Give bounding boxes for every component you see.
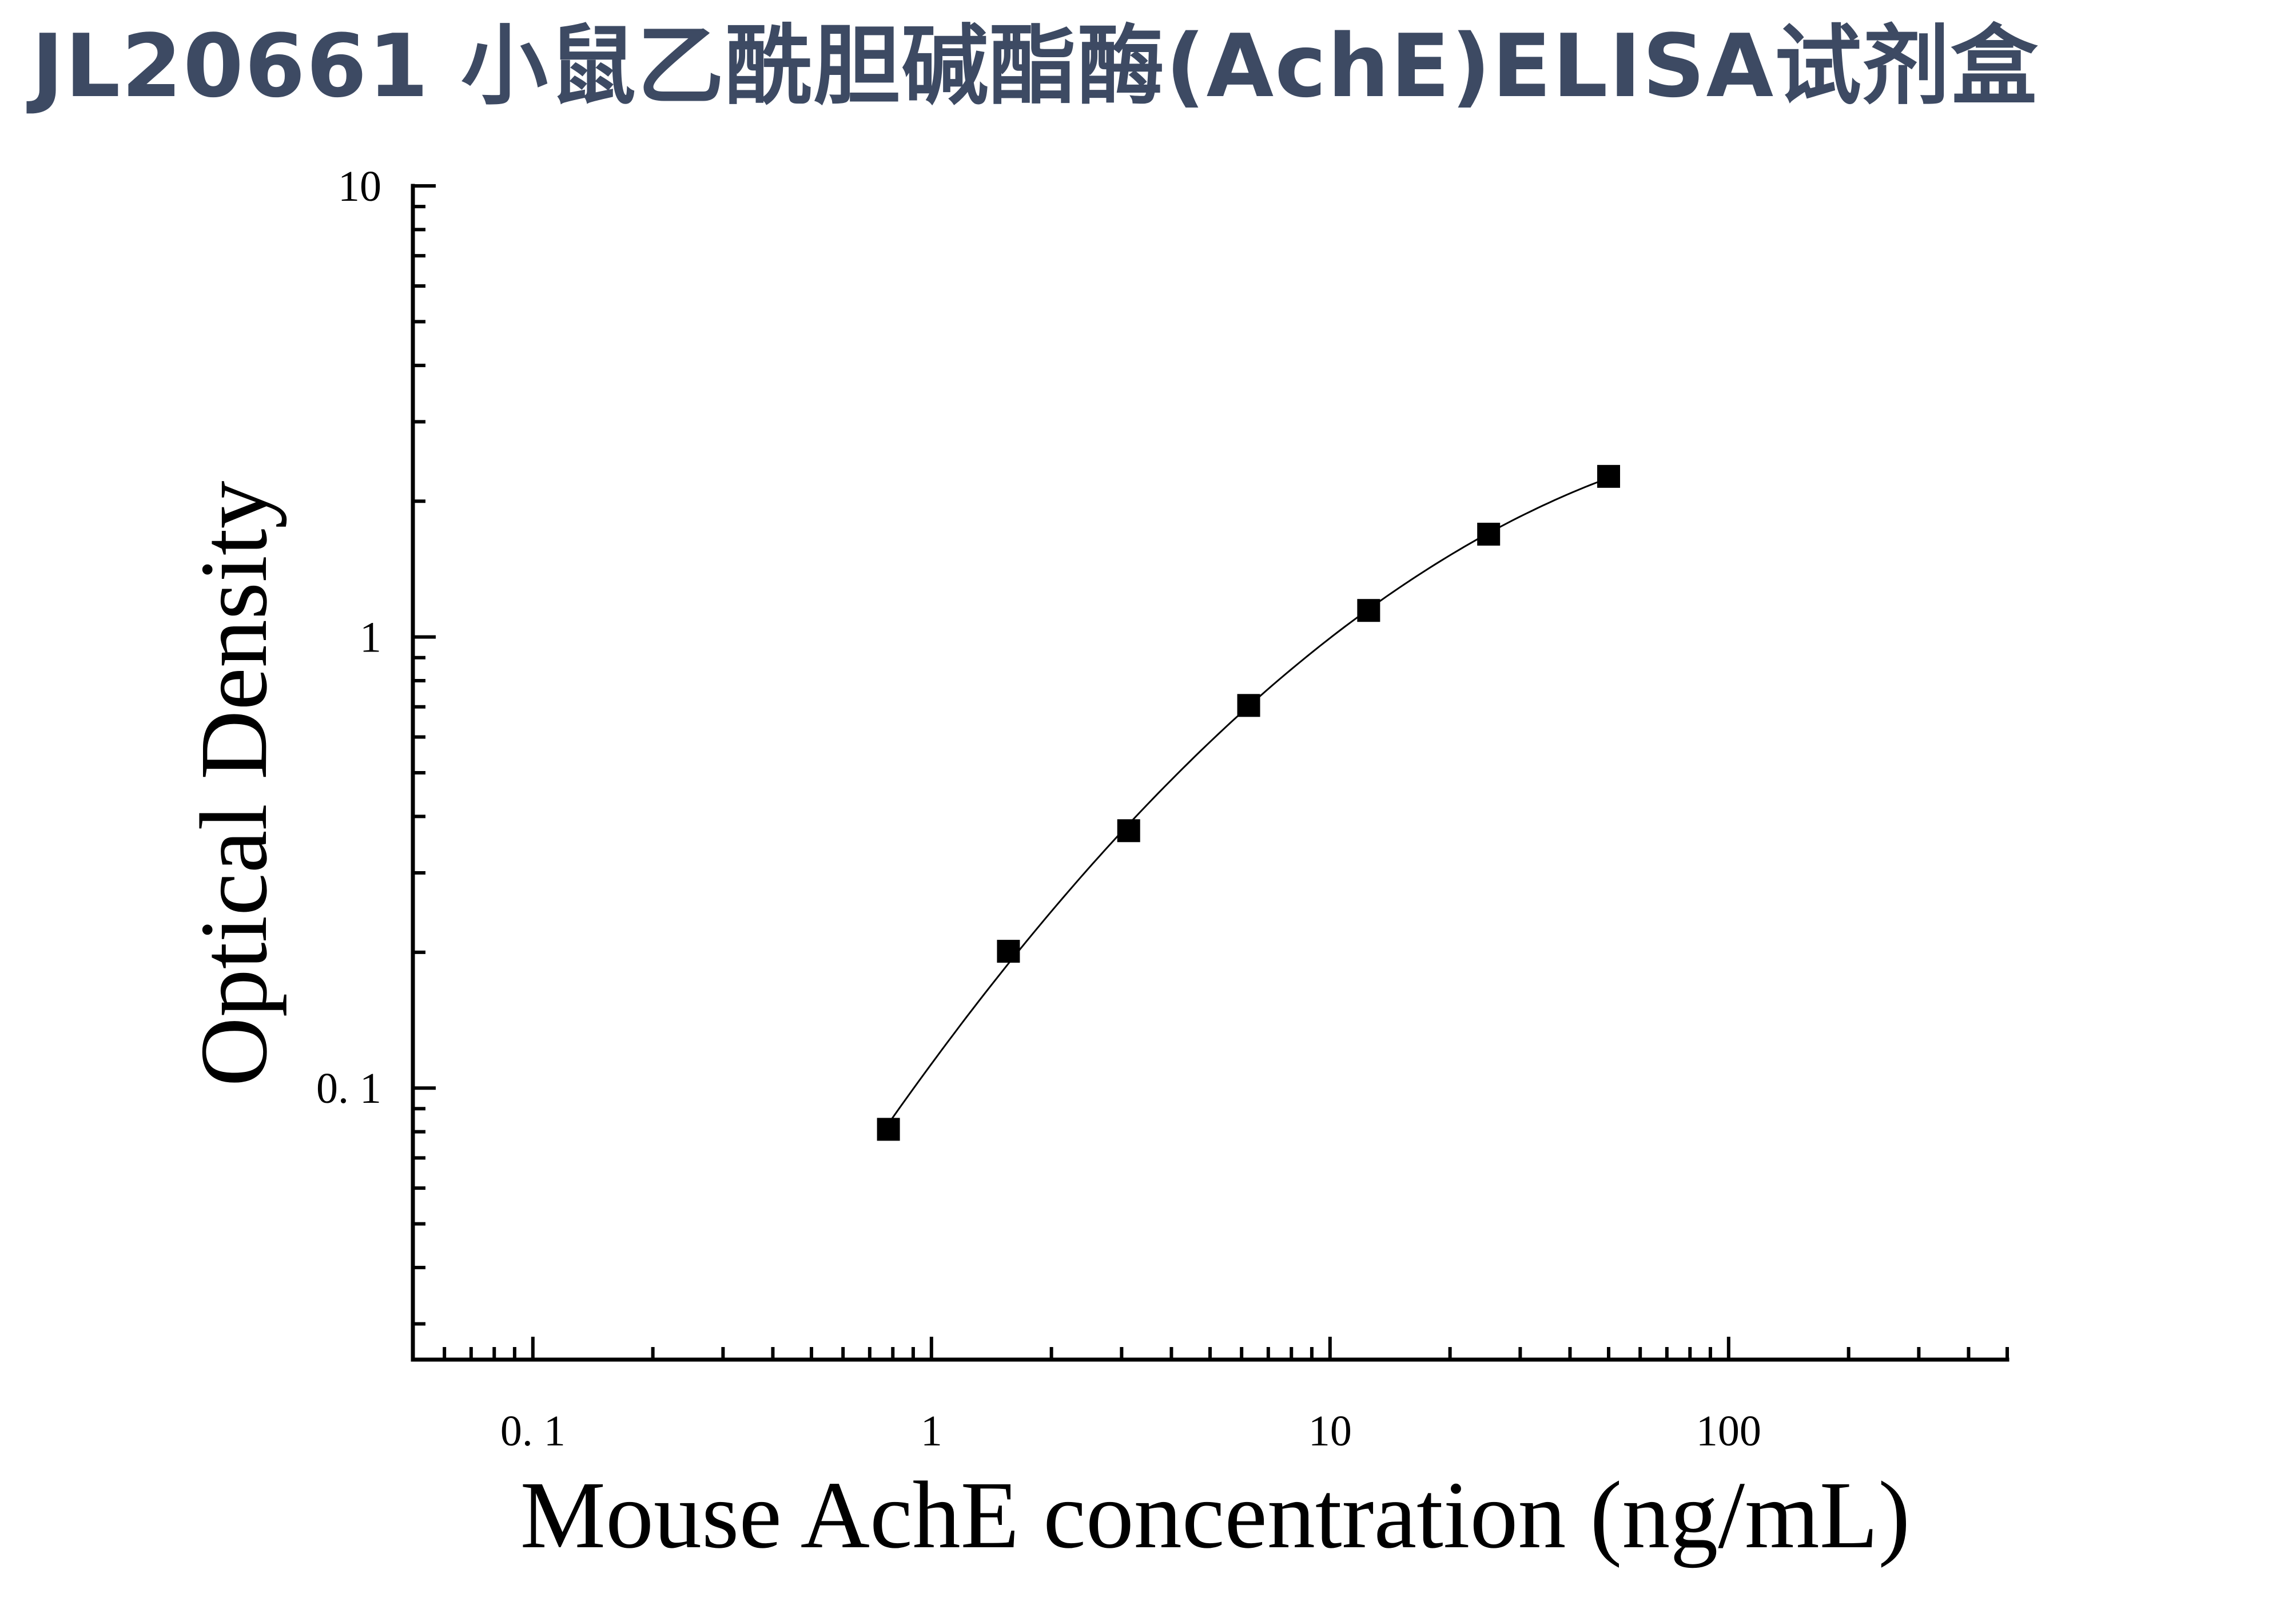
y-tick-label: 10 xyxy=(338,162,381,210)
y-axis-title: Optical Density xyxy=(181,480,287,1086)
page-title: JL20661 小鼠乙酰胆碱酯酶(AchE)ELISA试剂盒 xyxy=(31,15,2039,117)
x-tick-label: 1 xyxy=(921,1407,942,1455)
tick-labels: 0. 1 1 10 100 0. 1 1 10 xyxy=(316,162,1761,1455)
fit-curve xyxy=(888,477,1609,1125)
x-tick-label: 100 xyxy=(1696,1407,1761,1455)
data-point xyxy=(1357,599,1380,622)
x-axis-title: Mouse AchE concentration (ng/mL) xyxy=(520,1462,1911,1568)
axis-ticks xyxy=(411,184,2009,1360)
data-point xyxy=(1237,694,1260,717)
data-point xyxy=(1597,464,1620,488)
data-points xyxy=(877,464,1620,1141)
y-tick-label: 0. 1 xyxy=(316,1064,381,1113)
x-tick-label: 0. 1 xyxy=(500,1407,566,1455)
x-tick-label: 10 xyxy=(1308,1407,1352,1455)
y-tick-label: 1 xyxy=(360,614,381,662)
data-point xyxy=(1117,819,1140,843)
data-point xyxy=(1477,522,1501,546)
data-point xyxy=(997,940,1020,963)
data-point xyxy=(877,1118,900,1141)
